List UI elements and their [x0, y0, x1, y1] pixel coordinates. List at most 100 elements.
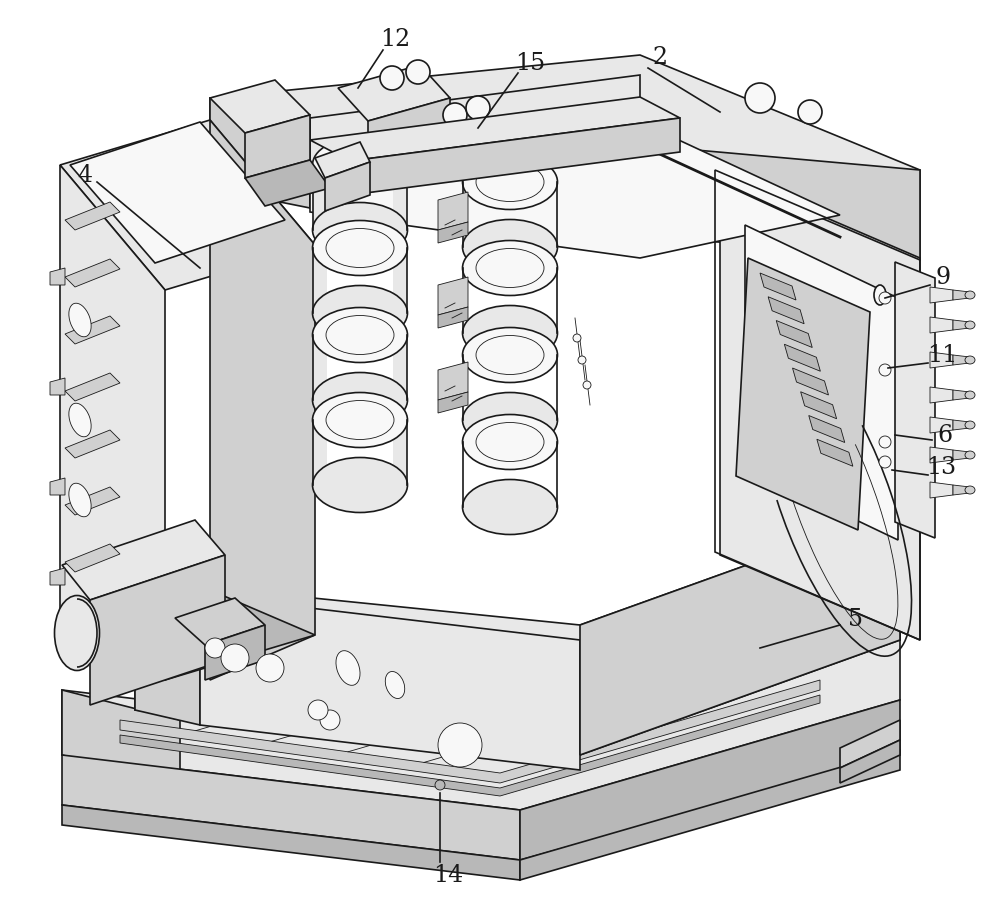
Polygon shape [65, 316, 120, 344]
Polygon shape [930, 482, 953, 498]
Ellipse shape [54, 596, 100, 670]
Polygon shape [120, 680, 820, 783]
Ellipse shape [965, 451, 975, 459]
Polygon shape [768, 297, 804, 324]
Polygon shape [62, 520, 225, 600]
Ellipse shape [69, 403, 91, 437]
Polygon shape [930, 417, 953, 433]
Polygon shape [60, 590, 315, 680]
Polygon shape [438, 192, 468, 230]
Circle shape [256, 654, 284, 682]
Polygon shape [368, 98, 450, 161]
Ellipse shape [312, 308, 408, 362]
Polygon shape [930, 447, 953, 463]
Polygon shape [313, 248, 327, 316]
Polygon shape [210, 55, 920, 260]
Polygon shape [895, 262, 935, 538]
Ellipse shape [336, 651, 360, 686]
Ellipse shape [462, 328, 558, 382]
Circle shape [879, 364, 891, 376]
Text: 6: 6 [937, 423, 953, 447]
Circle shape [583, 381, 591, 389]
Ellipse shape [69, 483, 91, 517]
Circle shape [443, 103, 467, 127]
Ellipse shape [312, 221, 408, 275]
Polygon shape [953, 420, 970, 430]
Polygon shape [338, 65, 450, 121]
Circle shape [879, 292, 891, 304]
Polygon shape [745, 225, 898, 540]
Polygon shape [62, 690, 180, 785]
Polygon shape [817, 439, 853, 466]
Polygon shape [245, 115, 310, 178]
Circle shape [205, 638, 225, 658]
Polygon shape [65, 544, 120, 572]
Polygon shape [953, 290, 970, 300]
Polygon shape [310, 97, 680, 161]
Polygon shape [953, 485, 970, 495]
Polygon shape [520, 750, 900, 880]
Ellipse shape [312, 392, 408, 448]
Ellipse shape [965, 391, 975, 399]
Ellipse shape [462, 241, 558, 295]
Polygon shape [438, 222, 468, 243]
Polygon shape [62, 805, 520, 880]
Polygon shape [70, 122, 285, 263]
Polygon shape [62, 755, 520, 860]
Ellipse shape [312, 202, 408, 258]
Circle shape [406, 60, 430, 84]
Polygon shape [65, 373, 120, 401]
Text: 13: 13 [926, 457, 956, 479]
Text: 12: 12 [380, 28, 410, 52]
Ellipse shape [462, 154, 558, 210]
Polygon shape [210, 120, 315, 680]
Polygon shape [393, 165, 407, 233]
Text: 4: 4 [77, 163, 93, 186]
Circle shape [879, 436, 891, 448]
Circle shape [221, 644, 249, 672]
Polygon shape [393, 335, 407, 403]
Polygon shape [720, 175, 920, 640]
Ellipse shape [462, 392, 558, 448]
Polygon shape [438, 277, 468, 315]
Polygon shape [580, 510, 900, 755]
Polygon shape [120, 695, 820, 796]
Polygon shape [953, 320, 970, 330]
Polygon shape [760, 273, 796, 300]
Polygon shape [736, 258, 870, 530]
Ellipse shape [965, 421, 975, 429]
Polygon shape [310, 75, 640, 208]
Polygon shape [350, 118, 680, 195]
Polygon shape [953, 390, 970, 400]
Ellipse shape [874, 285, 886, 305]
Text: 14: 14 [433, 864, 463, 886]
Circle shape [573, 334, 581, 342]
Circle shape [879, 456, 891, 468]
Ellipse shape [965, 356, 975, 364]
Polygon shape [438, 392, 468, 413]
Ellipse shape [965, 321, 975, 329]
Polygon shape [930, 287, 953, 303]
Polygon shape [65, 259, 120, 287]
Polygon shape [50, 478, 65, 495]
Polygon shape [801, 391, 837, 419]
Text: 15: 15 [515, 52, 545, 74]
Polygon shape [438, 307, 468, 328]
Polygon shape [310, 122, 840, 258]
Ellipse shape [462, 414, 558, 469]
Polygon shape [315, 142, 370, 178]
Polygon shape [953, 450, 970, 460]
Polygon shape [245, 160, 330, 206]
Polygon shape [393, 420, 407, 488]
Polygon shape [325, 162, 370, 211]
Polygon shape [313, 335, 327, 403]
Polygon shape [135, 510, 900, 755]
Polygon shape [313, 420, 327, 488]
Circle shape [578, 356, 586, 364]
Polygon shape [60, 120, 315, 290]
Ellipse shape [965, 291, 975, 299]
Polygon shape [205, 625, 265, 680]
Polygon shape [65, 430, 120, 458]
Ellipse shape [69, 303, 91, 337]
Polygon shape [438, 362, 468, 400]
